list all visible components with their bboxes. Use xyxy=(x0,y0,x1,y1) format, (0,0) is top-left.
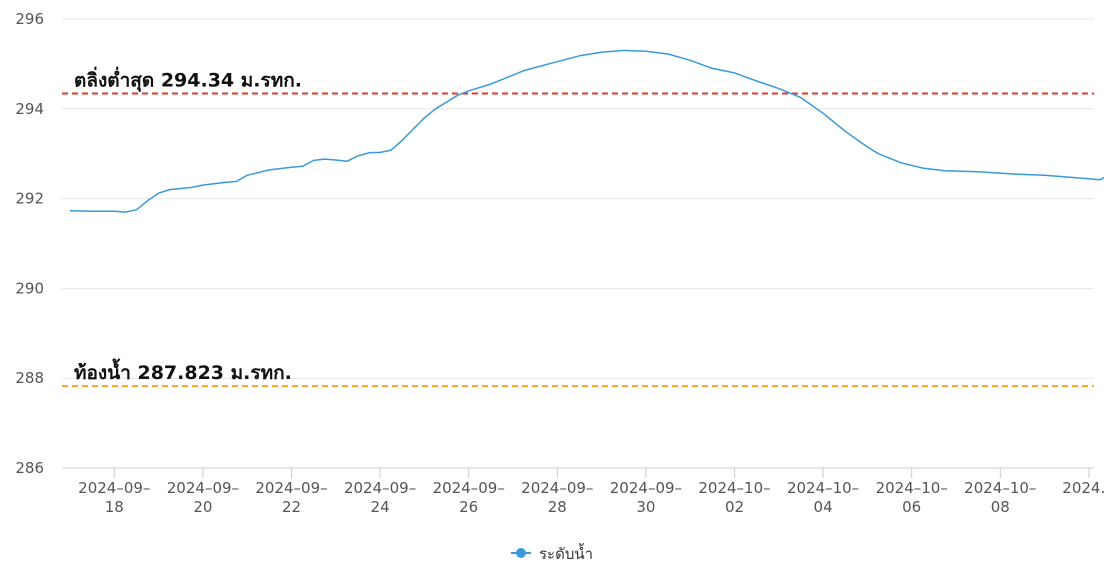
legend[interactable]: ระดับน้ำ xyxy=(511,543,593,563)
reference-line-label-1: ท้องน้ำ 287.823 ม.รทก. xyxy=(74,358,292,384)
x-tick-label-line1: 2024–09– xyxy=(610,479,682,497)
series-line-water-level xyxy=(69,49,1104,213)
y-axis-ticks: 286 288 290 292 294 296 xyxy=(15,10,44,477)
y-tick-label-286: 286 xyxy=(15,459,44,477)
x-tick-label-line2: 26 xyxy=(459,498,478,516)
x-tick-label-line1: 2024–10– xyxy=(964,479,1036,497)
grid-lines xyxy=(62,18,1094,379)
y-tick-label-294: 294 xyxy=(15,100,44,118)
reference-line-label-0: ตลิ่งต่ำสุด 294.34 ม.รทก. xyxy=(74,67,302,93)
legend-series-marker-icon xyxy=(516,548,526,558)
x-tick-label-line1: 2024–10– xyxy=(876,479,948,497)
x-tick-label-line2: 06 xyxy=(902,498,921,516)
x-tick-label-line1: 2024–09– xyxy=(344,479,416,497)
x-tick-label-line2: 20 xyxy=(193,498,212,516)
x-axis-ticks: 2024–09–182024–09–202024–09–222024–09–24… xyxy=(78,468,1104,516)
x-tick-label-line2: 22 xyxy=(282,498,301,516)
x-tick-label-line2: 28 xyxy=(548,498,567,516)
x-tick-label-line1: 2024–10– xyxy=(698,479,770,497)
x-tick-label-line2: 24 xyxy=(371,498,390,516)
x-tick-label-line1: 2024–09– xyxy=(78,479,150,497)
legend-series-label: ระดับน้ำ xyxy=(539,543,593,563)
y-tick-label-296: 296 xyxy=(15,10,44,28)
x-tick-label-line1: 2024–10– xyxy=(787,479,859,497)
x-tick-label-line2: 30 xyxy=(636,498,655,516)
x-tick-label-line2: 04 xyxy=(814,498,833,516)
y-tick-label-292: 292 xyxy=(15,190,44,208)
x-tick-label-line1: 2024–09– xyxy=(255,479,327,497)
x-tick-label-line2: 18 xyxy=(105,498,124,516)
x-tick-label-line1: 2024… xyxy=(1062,479,1104,497)
reference-lines: ตลิ่งต่ำสุด 294.34 ม.รทก. ท้องน้ำ 287.823… xyxy=(62,67,1094,388)
x-tick-label-line1: 2024–09– xyxy=(433,479,505,497)
x-tick-label-line2: 02 xyxy=(725,498,744,516)
series-layer xyxy=(69,49,1104,213)
x-tick-label-line1: 2024–09– xyxy=(521,479,593,497)
x-tick-label-line2: 08 xyxy=(991,498,1010,516)
y-tick-label-288: 288 xyxy=(15,369,44,387)
x-tick-label-line1: 2024–09– xyxy=(167,479,239,497)
y-tick-label-290: 290 xyxy=(15,279,44,297)
